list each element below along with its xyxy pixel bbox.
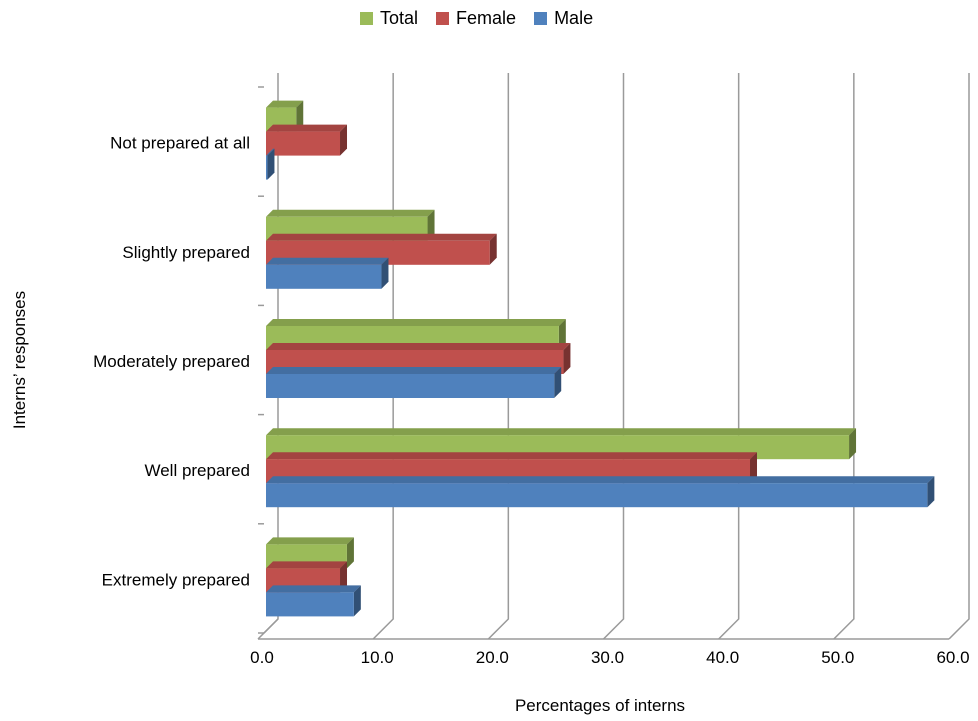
gridline xyxy=(718,73,740,640)
bar-side-female-slightly-prepared xyxy=(489,233,497,265)
bar-side-male-well-prepared xyxy=(927,476,935,508)
gridline xyxy=(948,73,970,640)
x-tick-label: 60.0 xyxy=(936,648,969,667)
x-tick-label: 0.0 xyxy=(250,648,274,667)
x-tick-label: 40.0 xyxy=(706,648,739,667)
y-tick-label: Moderately prepared xyxy=(93,352,250,371)
y-tick-label: Well prepared xyxy=(144,461,250,480)
bar-top-male-well-prepared xyxy=(266,476,935,484)
bar-side-male-moderately-prepared xyxy=(554,367,562,398)
bar-top-male-slightly-prepared xyxy=(266,257,389,265)
bar-male-moderately-prepared xyxy=(266,374,555,398)
y-tick-label: Slightly prepared xyxy=(122,243,250,262)
bar-top-male-not-prepared-at-all xyxy=(266,148,275,156)
bar-top-male-moderately-prepared xyxy=(266,367,562,374)
x-tick-label: 30.0 xyxy=(591,648,624,667)
bar-top-total-not-prepared-at-all xyxy=(266,100,304,108)
bar-side-total-moderately-prepared xyxy=(558,319,566,350)
bar-top-total-well-prepared xyxy=(266,428,857,436)
bar-male-slightly-prepared xyxy=(266,264,382,289)
bar-side-male-slightly-prepared xyxy=(381,257,389,289)
bar-side-total-slightly-prepared xyxy=(427,209,435,241)
bar-top-total-extremely-prepared xyxy=(266,537,354,545)
bar-side-male-extremely-prepared xyxy=(353,585,361,617)
y-tick-label: Not prepared at all xyxy=(110,134,250,153)
bar-side-male-not-prepared-at-all xyxy=(267,148,275,180)
legend-item-total: Total xyxy=(360,8,418,29)
legend-swatch-male xyxy=(534,11,548,25)
bar-side-female-extremely-prepared xyxy=(340,561,348,593)
bar-top-male-extremely-prepared xyxy=(266,585,361,593)
legend-label-total: Total xyxy=(380,7,419,28)
bar-top-female-slightly-prepared xyxy=(266,233,497,241)
bar-male-well-prepared xyxy=(266,483,928,508)
bar-side-total-not-prepared-at-all xyxy=(296,100,304,132)
bar-side-female-well-prepared xyxy=(750,452,758,484)
gridline xyxy=(602,73,625,640)
legend-item-male: Male xyxy=(534,8,593,29)
bar-top-total-slightly-prepared xyxy=(266,209,435,217)
bar-top-female-not-prepared-at-all xyxy=(266,124,348,132)
bar-side-female-moderately-prepared xyxy=(563,343,571,374)
legend-swatch-female xyxy=(436,11,450,25)
bar-top-female-extremely-prepared xyxy=(266,561,348,569)
legend-label-male: Male xyxy=(554,7,594,28)
x-tick-label: 20.0 xyxy=(476,648,509,667)
bar-top-female-moderately-prepared xyxy=(266,343,571,350)
x-axis-label: Percentages of interns xyxy=(514,696,686,715)
legend-item-female: Female xyxy=(436,8,516,29)
bar-male-not-prepared-at-all xyxy=(266,155,268,180)
bar-top-total-moderately-prepared xyxy=(266,319,566,326)
x-tick-label: 10.0 xyxy=(361,648,394,667)
y-tick-label: Extremely prepared xyxy=(102,570,250,589)
bar-side-total-well-prepared xyxy=(849,428,857,460)
bar-female-not-prepared-at-all xyxy=(266,131,341,156)
floor-edge xyxy=(257,618,279,640)
bar-male-extremely-prepared xyxy=(266,592,354,617)
legend-label-female: Female xyxy=(456,7,517,28)
bar-top-female-well-prepared xyxy=(266,452,758,460)
legend-swatch-total xyxy=(360,11,373,25)
y-axis-label: Interns’ responses xyxy=(10,290,29,430)
bar-side-female-not-prepared-at-all xyxy=(340,124,348,156)
gridline xyxy=(487,73,510,640)
x-tick-label: 50.0 xyxy=(821,648,854,667)
bar-side-total-extremely-prepared xyxy=(346,537,354,569)
legend: Total Female Male xyxy=(360,6,593,30)
gridline xyxy=(833,73,855,640)
